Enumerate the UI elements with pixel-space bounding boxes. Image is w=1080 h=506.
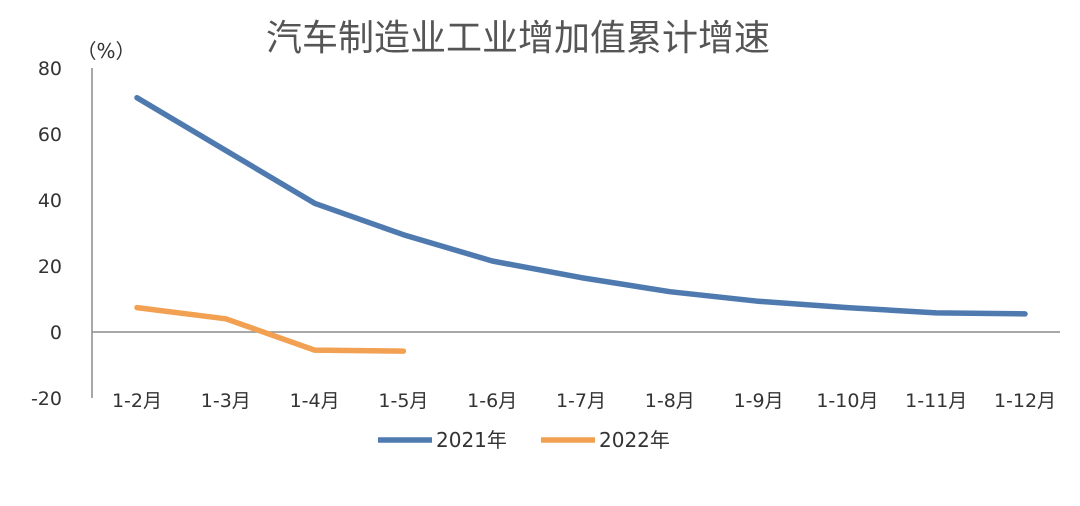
x-tick-label: 1-2月 (112, 390, 162, 412)
x-tick-label: 1-4月 (290, 390, 340, 412)
x-tick-label: 1-10月 (816, 390, 878, 412)
legend: 2021年 2022年 (378, 428, 670, 452)
x-tick-label: 1-3月 (201, 390, 251, 412)
x-tick-label: 1-5月 (378, 390, 428, 412)
axes (91, 68, 1060, 398)
y-axis-unit: （%） (76, 39, 135, 63)
x-tick-label: 1-8月 (645, 390, 695, 412)
x-tick-label: 1-9月 (734, 390, 784, 412)
x-tick-label: 1-11月 (905, 390, 967, 412)
chart-title: 汽车制造业工业增加值累计增速 (266, 18, 770, 59)
y-tick-label: 20 (38, 256, 62, 278)
y-tick-labels: 80 60 40 20 0 -20 (31, 58, 62, 410)
x-tick-label: 1-12月 (994, 390, 1056, 412)
x-tick-label: 1-7月 (556, 390, 606, 412)
x-tick-label: 1-6月 (467, 390, 517, 412)
series-line-1 (134, 94, 1028, 317)
x-tick-labels: 1-2月 1-3月 1-4月 1-5月 1-6月 1-7月 1-8月 1-9月 1-10月 1-1… (112, 390, 1056, 412)
y-tick-label: 60 (38, 124, 62, 146)
y-tick-label: 0 (50, 322, 62, 344)
legend-label-2: 2022年 (599, 428, 670, 452)
y-tick-label: -20 (31, 388, 62, 410)
series-lines (134, 94, 1028, 354)
series-line-2 (134, 304, 407, 354)
y-tick-label: 40 (38, 190, 62, 212)
legend-label-1: 2021年 (436, 428, 507, 452)
y-tick-label: 80 (38, 58, 62, 80)
